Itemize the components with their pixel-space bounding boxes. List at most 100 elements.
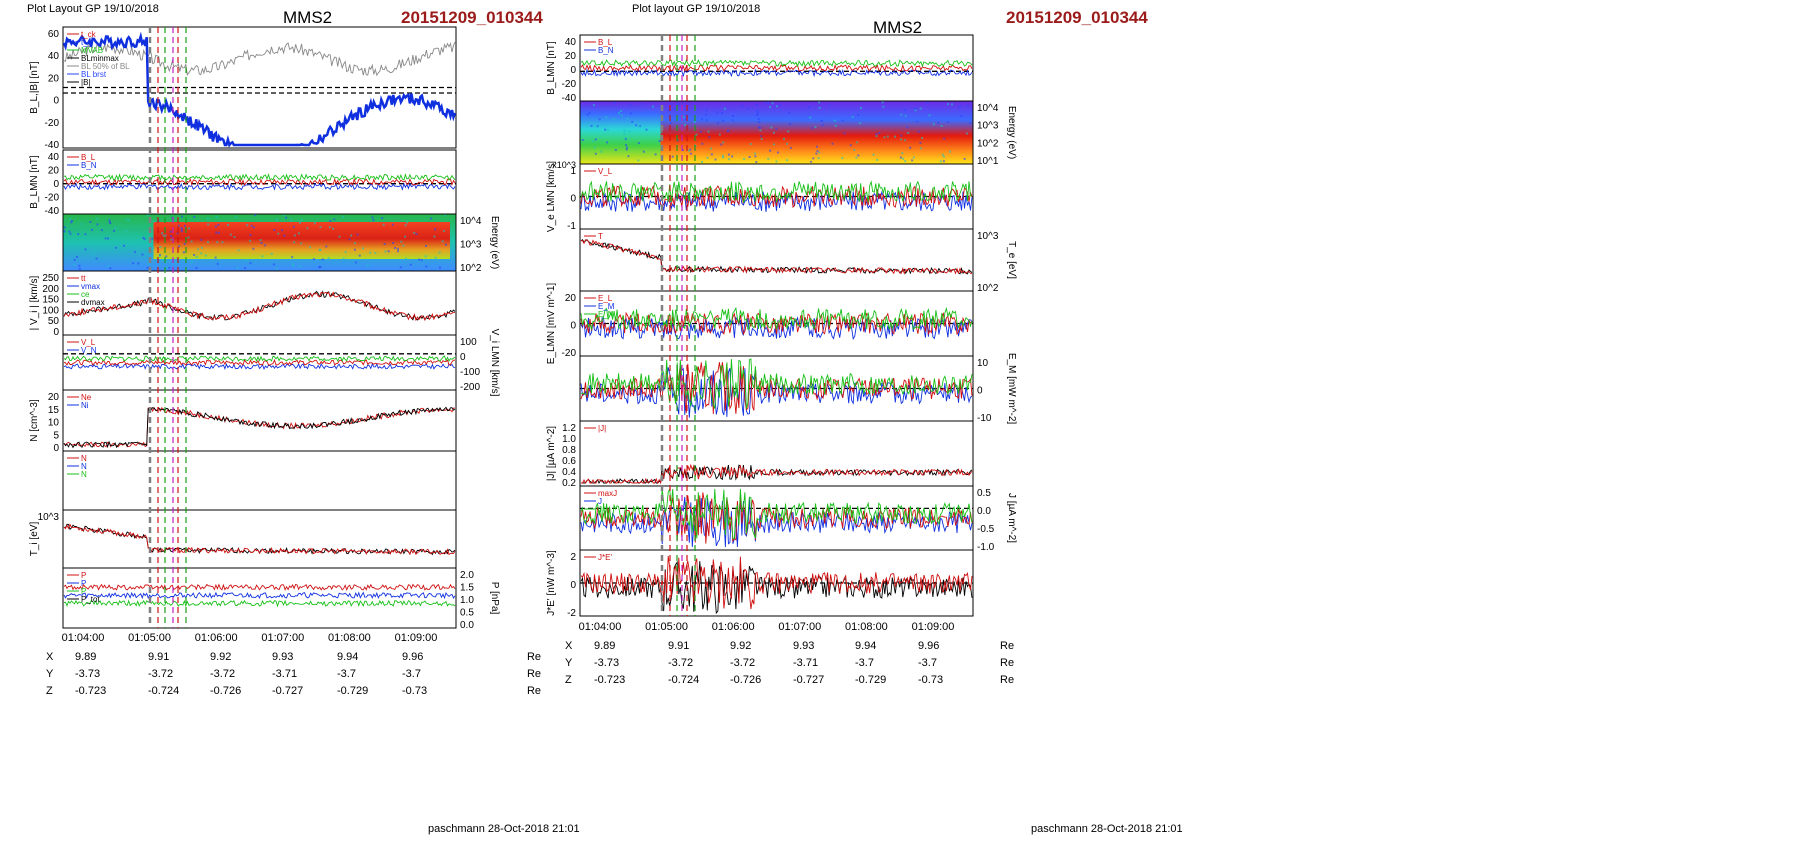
orbit-row-label: Z bbox=[565, 674, 572, 686]
y-tick-label: 0.2 bbox=[562, 478, 576, 489]
spectrogram-speckle bbox=[723, 107, 726, 110]
spectrogram-speckle bbox=[627, 155, 630, 158]
spectrogram-speckle bbox=[757, 118, 760, 120]
plot-layout-label: Plot Layout GP 19/10/2018 bbox=[27, 3, 159, 15]
spectrogram-speckle bbox=[620, 114, 623, 117]
spectrogram-speckle bbox=[353, 248, 356, 251]
spectrogram-speckle bbox=[901, 152, 904, 155]
spectrogram-speckle bbox=[146, 266, 149, 269]
spectrogram-speckle bbox=[677, 103, 680, 106]
y-tick-label: -20 bbox=[562, 79, 577, 90]
y-tick-label: 40 bbox=[565, 37, 577, 48]
orbit-value: 9.96 bbox=[402, 651, 423, 663]
y-tick-label: 200 bbox=[42, 284, 59, 295]
spectrogram-speckle bbox=[859, 122, 862, 125]
spectrogram-speckle bbox=[169, 230, 172, 233]
orbit-value: 9.91 bbox=[148, 651, 169, 663]
series-trace bbox=[63, 599, 456, 608]
spectrogram-speckle bbox=[100, 229, 103, 232]
spectrogram-speckle bbox=[200, 238, 203, 241]
orbit-value: -3.72 bbox=[668, 657, 693, 669]
spectrogram-speckle bbox=[434, 256, 437, 259]
spectrogram-speckle bbox=[371, 216, 374, 219]
legend-entry: N bbox=[81, 470, 87, 479]
spectrogram-speckle bbox=[705, 119, 708, 122]
spectrogram-speckle bbox=[159, 246, 162, 248]
spectrogram-speckle bbox=[404, 224, 407, 227]
spectrogram-speckle bbox=[727, 153, 730, 156]
series-trace bbox=[63, 362, 456, 371]
y-axis-label: V_e LMN [km/s] bbox=[546, 161, 557, 232]
spectrogram-speckle bbox=[69, 232, 72, 235]
y-tick-label: -0.5 bbox=[977, 524, 995, 535]
spectrogram-speckle bbox=[843, 132, 846, 135]
orbit-value: 9.96 bbox=[918, 640, 939, 652]
time-tick-label: 01:07:00 bbox=[261, 632, 304, 644]
spectrogram-speckle bbox=[215, 231, 218, 234]
spectrogram-speckle bbox=[722, 154, 724, 157]
spectrogram-speckle bbox=[720, 143, 723, 146]
y-tick-label: -200 bbox=[460, 382, 480, 393]
spectrogram-speckle bbox=[628, 130, 631, 133]
spectrogram-speckle bbox=[717, 122, 720, 125]
spectrogram-speckle bbox=[883, 136, 886, 139]
spectrogram-speckle bbox=[344, 251, 347, 254]
spectrogram-speckle bbox=[127, 243, 130, 245]
legend-entry: vmax bbox=[81, 282, 100, 291]
legend-entry: Ne bbox=[81, 393, 92, 402]
spectrogram-speckle bbox=[325, 245, 328, 248]
spectrogram-speckle bbox=[397, 250, 399, 253]
spectrogram-speckle bbox=[818, 106, 821, 109]
spectrogram-speckle bbox=[176, 257, 179, 260]
spectrogram-speckle bbox=[216, 241, 219, 243]
orbit-value: -0.723 bbox=[75, 685, 106, 697]
spectrogram-speckle bbox=[776, 151, 779, 154]
orbit-value: -0.723 bbox=[594, 674, 625, 686]
legend-entry: |J| bbox=[598, 424, 606, 433]
spectrogram-speckle bbox=[769, 106, 772, 109]
spectrogram-speckle bbox=[878, 132, 881, 135]
y-axis-label: E_M [mW m^-2] bbox=[1006, 353, 1017, 425]
spectrogram-speckle bbox=[245, 259, 247, 262]
spectrogram-speckle bbox=[397, 247, 399, 250]
series-trace bbox=[580, 180, 973, 204]
orbit-value: 9.89 bbox=[75, 651, 96, 663]
spectrogram-speckle bbox=[434, 228, 437, 231]
spectrogram-speckle bbox=[807, 106, 810, 109]
y-tick-label: 0 bbox=[570, 580, 576, 591]
series-trace bbox=[63, 358, 456, 366]
legend-entry: J bbox=[598, 497, 602, 506]
y-tick-label: 0 bbox=[570, 194, 576, 205]
spectrogram-speckle bbox=[259, 239, 262, 242]
y-tick-label: 10^3 bbox=[977, 231, 999, 242]
y-tick-label: 2 bbox=[570, 552, 576, 563]
spectrogram-speckle bbox=[625, 144, 628, 147]
spectrogram-speckle bbox=[714, 158, 717, 161]
y-tick-label: 20 bbox=[48, 73, 60, 84]
y-tick-label: -20 bbox=[45, 118, 60, 129]
spectrogram-speckle bbox=[828, 103, 831, 106]
y-axis-label: V_i LMN [km/s] bbox=[489, 329, 500, 397]
panel-frame bbox=[579, 228, 974, 292]
orbit-value: -0.726 bbox=[210, 685, 241, 697]
orbit-value: 9.92 bbox=[730, 640, 751, 652]
y-axis-label: |J| [µA m^-2] bbox=[546, 426, 557, 481]
spectrogram-speckle bbox=[926, 101, 929, 104]
spectrogram-speckle bbox=[705, 113, 707, 116]
spectrogram-speckle bbox=[107, 237, 110, 240]
spectrogram-speckle bbox=[748, 156, 751, 158]
spectrogram-speckle bbox=[760, 135, 763, 138]
legend-entry: P bbox=[81, 571, 86, 580]
spectrogram-speckle bbox=[607, 129, 610, 131]
spectrogram-speckle bbox=[875, 135, 878, 138]
spectrogram-speckle bbox=[943, 137, 946, 140]
spectrogram-speckle bbox=[77, 233, 80, 236]
legend-entry: J bbox=[598, 505, 602, 514]
spectrogram-speckle bbox=[637, 159, 640, 162]
spectrogram-speckle bbox=[332, 227, 335, 230]
spectrogram-speckle bbox=[706, 156, 709, 159]
spectrogram-speckle bbox=[710, 147, 713, 150]
panel-bl: 60 40 20 0 -20 -40 B_L,|B| [nT] t_ckt_cMVABBLmi… bbox=[29, 26, 457, 151]
spectrogram-speckle bbox=[292, 225, 295, 228]
spectrogram-speckle bbox=[963, 157, 966, 160]
